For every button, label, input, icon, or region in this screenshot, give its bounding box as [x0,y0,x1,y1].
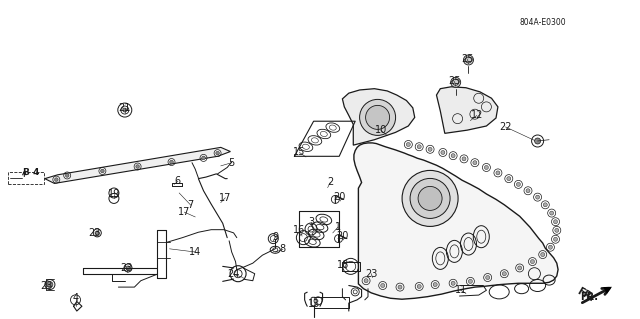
Circle shape [410,178,450,219]
Circle shape [202,156,205,160]
Text: 23: 23 [40,280,53,291]
Circle shape [170,160,173,164]
Circle shape [484,166,488,169]
Circle shape [473,161,477,165]
Circle shape [360,100,396,135]
Text: 1: 1 [335,222,341,232]
Circle shape [554,237,557,241]
Text: 11: 11 [454,285,467,295]
Circle shape [47,282,53,287]
Text: 23: 23 [365,269,378,279]
Circle shape [554,220,557,224]
Text: 3: 3 [308,217,314,227]
Circle shape [486,276,490,279]
Text: 13: 13 [307,299,320,309]
Circle shape [536,195,540,199]
Bar [8,172,44,184]
Circle shape [126,266,130,270]
Circle shape [100,169,104,173]
Text: 9: 9 [272,232,278,242]
Polygon shape [436,87,498,133]
Circle shape [496,171,500,175]
Text: 24: 24 [227,269,240,279]
Text: 22: 22 [499,122,512,132]
Text: 19: 19 [108,189,120,199]
Circle shape [441,151,445,154]
Circle shape [543,203,547,207]
Text: 10: 10 [374,125,387,135]
Circle shape [433,283,437,286]
Text: 14: 14 [189,247,202,257]
Circle shape [468,279,472,283]
Circle shape [136,165,140,168]
Circle shape [462,157,466,161]
Text: 25: 25 [448,76,461,86]
Circle shape [428,147,432,151]
Text: 25: 25 [461,54,474,64]
Text: 5: 5 [228,158,235,168]
Polygon shape [354,143,558,299]
Text: 20: 20 [336,231,349,241]
Circle shape [402,170,458,226]
Circle shape [541,253,545,256]
Circle shape [516,182,520,186]
Circle shape [531,260,534,263]
Circle shape [216,151,220,155]
Circle shape [451,281,455,285]
Text: 6: 6 [175,176,181,186]
Circle shape [534,138,541,144]
Circle shape [417,145,421,149]
Text: 804A-E0300: 804A-E0300 [520,19,566,27]
Circle shape [417,285,421,288]
Polygon shape [45,147,230,183]
Circle shape [451,77,461,87]
Text: FR.: FR. [580,292,598,302]
Circle shape [123,108,127,112]
Circle shape [371,272,374,276]
Text: 20: 20 [333,192,346,202]
Text: 17: 17 [219,193,232,203]
Text: 7: 7 [188,200,194,210]
Circle shape [65,174,69,177]
Circle shape [381,284,385,287]
Circle shape [550,211,554,215]
Circle shape [507,177,511,181]
Text: 2: 2 [327,177,333,188]
Text: 17: 17 [178,207,191,217]
Text: 23: 23 [120,263,132,273]
Circle shape [463,55,474,65]
Circle shape [526,189,530,193]
Circle shape [54,178,58,182]
Circle shape [398,285,402,289]
Circle shape [418,186,442,211]
Text: 21: 21 [118,103,131,114]
Circle shape [451,154,455,158]
Text: FR.: FR. [575,286,595,303]
Circle shape [95,231,99,235]
Circle shape [365,105,390,130]
Circle shape [555,228,559,232]
Text: 4: 4 [72,293,79,303]
Circle shape [548,245,552,249]
Polygon shape [342,89,415,145]
Circle shape [502,272,506,276]
Circle shape [406,143,410,146]
Text: 12: 12 [470,110,483,121]
Circle shape [518,266,522,270]
Text: 15: 15 [293,147,306,158]
Text: 23: 23 [88,228,101,238]
Text: 18: 18 [337,260,349,270]
Text: 8: 8 [280,244,286,255]
Circle shape [364,279,368,283]
Text: B 4: B 4 [22,168,39,177]
Text: 16: 16 [293,225,306,235]
